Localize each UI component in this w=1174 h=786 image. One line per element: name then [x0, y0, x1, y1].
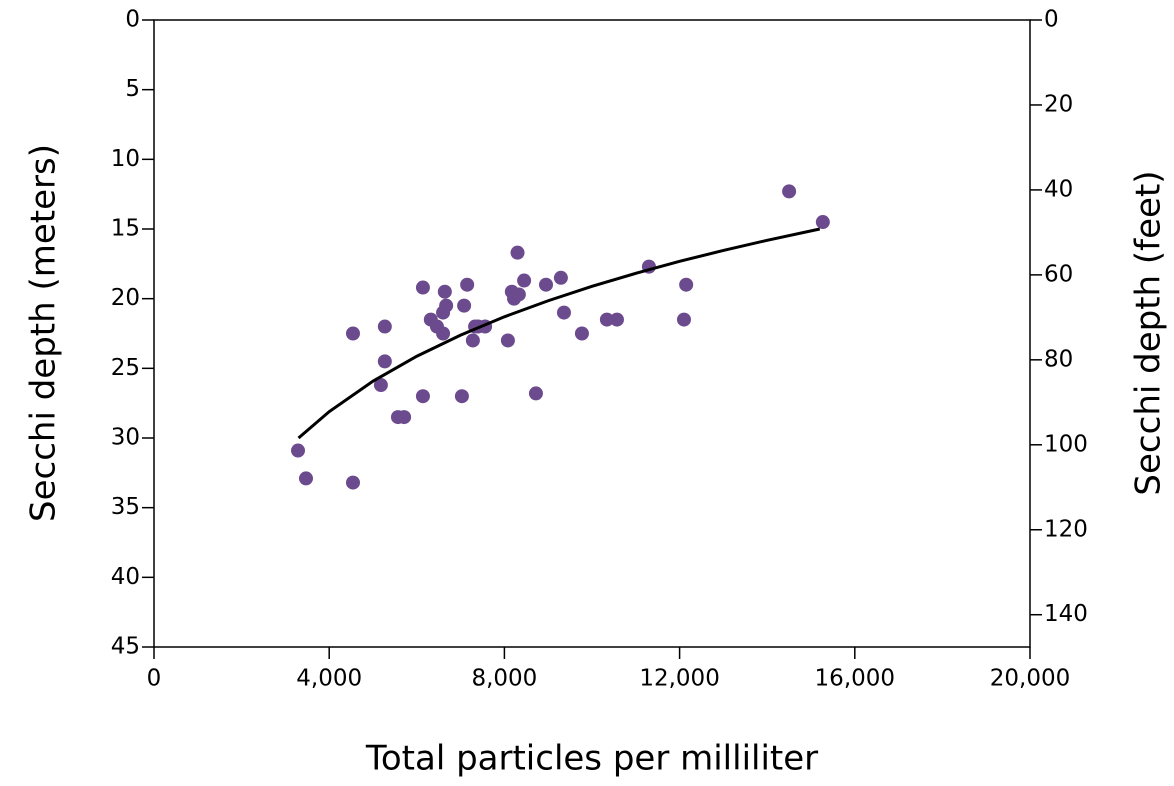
- y2-tick-label: 100: [1044, 431, 1088, 457]
- y-tick-label: 30: [111, 425, 140, 451]
- data-point: [298, 471, 313, 486]
- data-point: [436, 326, 451, 341]
- data-point: [679, 277, 694, 292]
- data-point: [345, 326, 360, 341]
- y-tick-label: 20: [111, 285, 140, 311]
- data-point: [377, 354, 392, 369]
- y2-tick-label: 0: [1044, 7, 1059, 33]
- data-point: [439, 298, 454, 313]
- data-point: [345, 475, 360, 490]
- y2-tick-label: 60: [1044, 261, 1073, 287]
- data-point: [460, 277, 475, 292]
- y2-tick-label: 80: [1044, 346, 1073, 372]
- data-point: [454, 389, 469, 404]
- y-tick-label: 45: [111, 634, 140, 660]
- y2-axis-title: Secchi depth (feet): [1129, 170, 1169, 495]
- y-tick-label: 35: [111, 494, 140, 520]
- data-point: [556, 305, 571, 320]
- data-point: [377, 319, 392, 334]
- data-point: [510, 245, 525, 260]
- y-tick-label: 40: [111, 564, 140, 590]
- data-point: [676, 312, 691, 327]
- x-tick-label: 4,000: [296, 666, 362, 692]
- data-point: [553, 270, 568, 285]
- y-tick-label: 25: [111, 355, 140, 381]
- data-point: [599, 312, 614, 327]
- y-tick-label: 0: [125, 7, 140, 33]
- data-point: [539, 277, 554, 292]
- data-point: [465, 333, 480, 348]
- y2-tick-label: 140: [1044, 601, 1088, 627]
- data-point: [517, 273, 532, 288]
- data-point: [815, 215, 830, 230]
- data-point: [397, 410, 412, 425]
- data-point: [574, 326, 589, 341]
- data-point: [500, 333, 515, 348]
- y2-tick-label: 120: [1044, 516, 1088, 542]
- data-point: [415, 389, 430, 404]
- x-tick-label: 12,000: [639, 666, 719, 692]
- y-tick-label: 15: [111, 216, 140, 242]
- data-point: [373, 378, 388, 393]
- data-point: [415, 280, 430, 295]
- data-point: [782, 184, 797, 199]
- x-tick-label: 16,000: [815, 666, 895, 692]
- plot-frame: [153, 19, 1031, 648]
- y-tick-label: 10: [111, 146, 140, 172]
- data-point: [528, 386, 543, 401]
- y2-tick-label: 20: [1044, 91, 1073, 117]
- data-point: [437, 284, 452, 299]
- x-tick-label: 8,000: [471, 666, 537, 692]
- data-point: [511, 287, 526, 302]
- data-point: [609, 312, 624, 327]
- fit-line: [297, 227, 821, 440]
- x-tick-label: 20,000: [990, 666, 1070, 692]
- y-tick-label: 5: [125, 76, 140, 102]
- data-point: [457, 298, 472, 313]
- y2-tick-label: 40: [1044, 176, 1073, 202]
- x-axis-title: Total particles per milliliter: [365, 739, 818, 779]
- x-tick-label: 0: [147, 666, 162, 692]
- y-axis-title: Secchi depth (meters): [24, 144, 64, 522]
- data-point: [291, 443, 306, 458]
